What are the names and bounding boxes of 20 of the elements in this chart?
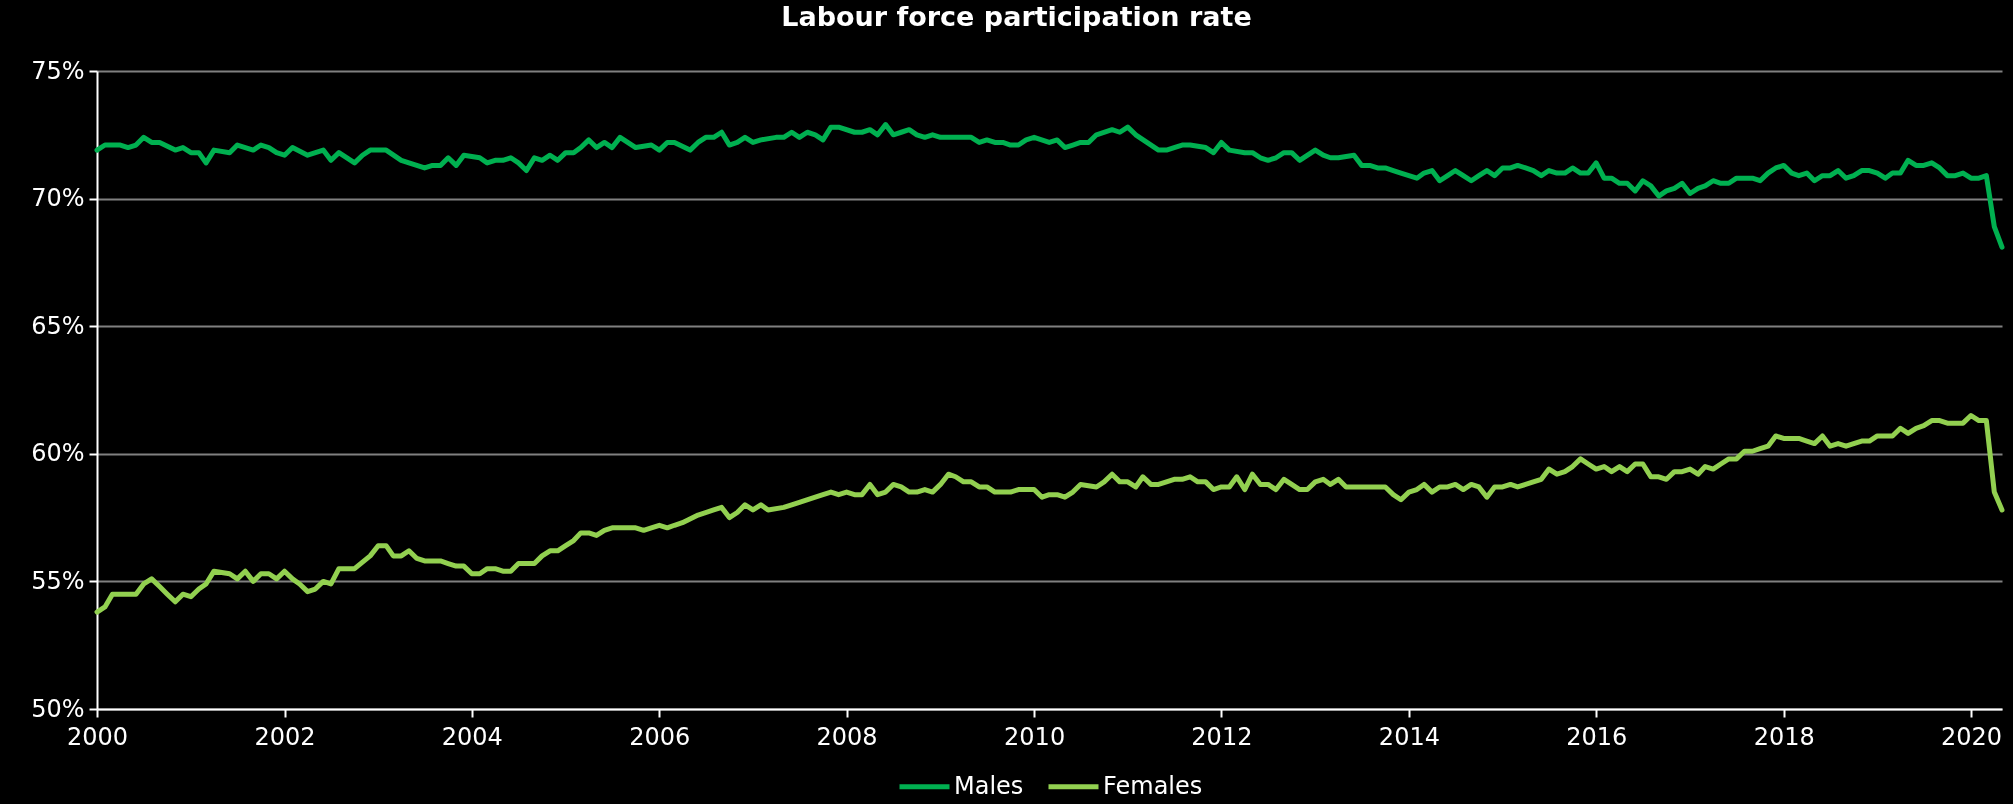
x-tick-label: 2000 <box>66 722 129 751</box>
y-tick-label: 75% <box>31 56 85 85</box>
y-tick-label: 50% <box>31 694 85 723</box>
y-tick-label: 70% <box>31 184 85 213</box>
x-tick-label: 2014 <box>1378 722 1440 751</box>
x-tick-label: 2012 <box>1191 722 1253 751</box>
x-tick-label: 2002 <box>254 722 316 751</box>
legend-label: Females <box>1103 771 1203 800</box>
y-tick-label: 65% <box>31 311 85 340</box>
x-tick-label: 2008 <box>816 722 878 751</box>
x-tick-label: 2016 <box>1566 722 1628 751</box>
chart-title: Labour force participation rate <box>781 1 1252 32</box>
legend-label: Males <box>954 771 1024 800</box>
y-tick-label: 55% <box>31 566 85 595</box>
y-tick-label: 60% <box>31 439 85 468</box>
x-tick-label: 2010 <box>1004 722 1066 751</box>
x-tick-label: 2018 <box>1753 722 1815 751</box>
x-tick-label: 2004 <box>441 722 503 751</box>
x-tick-label: 2006 <box>629 722 691 751</box>
x-tick-label: 2020 <box>1940 722 2002 751</box>
